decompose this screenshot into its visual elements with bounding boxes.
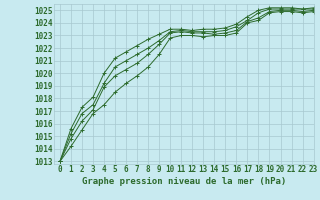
X-axis label: Graphe pression niveau de la mer (hPa): Graphe pression niveau de la mer (hPa) <box>82 177 286 186</box>
